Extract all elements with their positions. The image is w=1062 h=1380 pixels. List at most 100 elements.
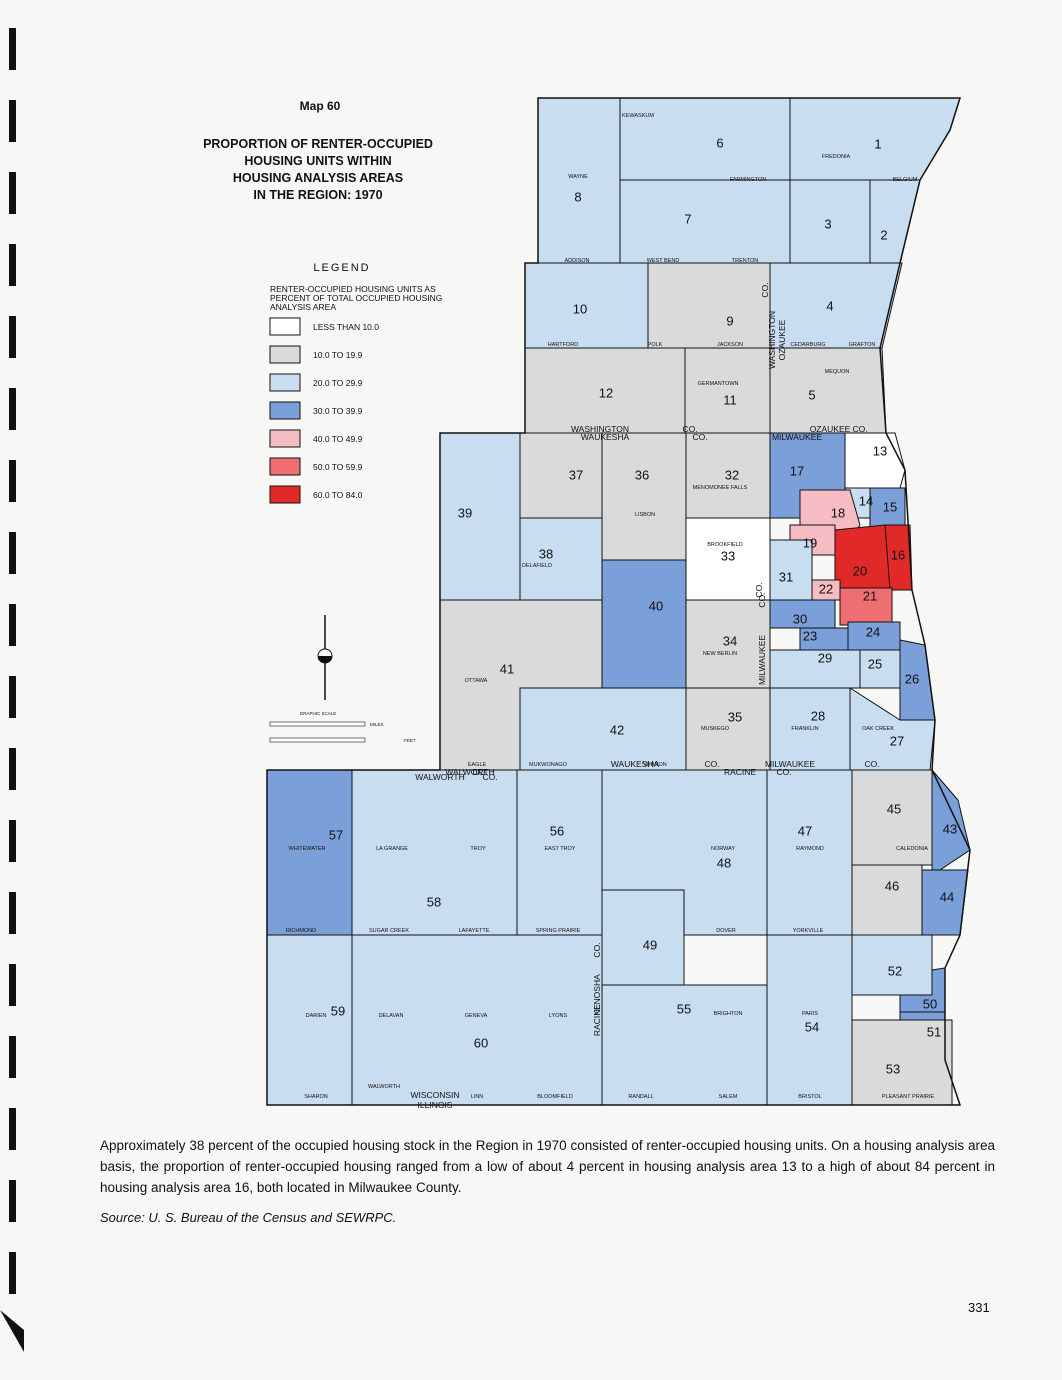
area-label: 45 — [887, 801, 901, 816]
area-label: 11 — [723, 392, 737, 407]
county-label: WISCONSIN — [410, 1090, 459, 1100]
place-name: WAYNE — [568, 174, 588, 180]
area-label: 2 — [880, 227, 887, 242]
area-label: 24 — [866, 624, 880, 639]
legend-swatch — [269, 429, 301, 448]
place-name: PARIS — [802, 1011, 818, 1017]
place-name: NEW BERLIN — [703, 651, 737, 657]
area-label: 14 — [859, 493, 873, 508]
area-label: 30 — [793, 611, 807, 626]
county-label: WAUKESHA — [611, 759, 660, 769]
area-label: 44 — [940, 889, 954, 904]
place-name: RANDALL — [628, 1094, 653, 1100]
place-name: DELAFIELD — [522, 563, 552, 569]
area-label: 59 — [331, 1003, 345, 1018]
place-name: BROOKFIELD — [707, 542, 742, 548]
legend-label: 50.0 TO 59.9 — [313, 462, 363, 472]
binder-hole — [9, 316, 16, 358]
area-label: 38 — [539, 546, 553, 561]
analysis-area — [931, 768, 971, 871]
place-name: DELAVAN — [379, 1013, 404, 1019]
place-name: WALWORTH — [368, 1084, 400, 1090]
binder-hole — [9, 244, 16, 286]
place-name: FRANKLIN — [791, 726, 818, 732]
area-label: 53 — [886, 1061, 900, 1076]
county-label: CO. — [864, 759, 879, 769]
area-label: 21 — [863, 588, 877, 603]
place-names: KEWASKUM WAYNE FARMINGTON FREDONIA BELGIUM AD… — [286, 113, 935, 1100]
area-label: 3 — [824, 216, 831, 231]
binder-hole — [9, 532, 16, 574]
place-name: WEST BEND — [647, 258, 680, 264]
place-name: CALEDONIA — [896, 846, 928, 852]
place-name: MUSKEGO — [701, 726, 730, 732]
analysis-area — [647, 262, 771, 349]
place-name: WHITEWATER — [289, 846, 326, 852]
area-label: 58 — [427, 894, 441, 909]
page-number: 331 — [968, 1300, 990, 1315]
binder-hole — [9, 748, 16, 790]
place-name: LYONS — [549, 1013, 568, 1019]
county-label: CO. — [760, 282, 770, 297]
analysis-area — [766, 769, 853, 936]
analysis-area — [519, 432, 603, 519]
place-name: LA GRANGE — [376, 846, 408, 852]
analysis-area — [851, 864, 923, 936]
place-name: BELGIUM — [893, 177, 918, 183]
place-name: RICHMOND — [286, 928, 316, 934]
area-label: 28 — [811, 708, 825, 723]
scale-title: GRAPHIC SCALE — [300, 711, 337, 716]
region-outline — [266, 97, 971, 1106]
area-label: 47 — [798, 823, 812, 838]
scale-bar — [269, 721, 366, 743]
analysis-area — [537, 97, 621, 264]
area-label: 19 — [803, 535, 817, 550]
analysis-area — [844, 432, 906, 489]
county-label: MILWAUKEE — [757, 635, 767, 685]
place-name: CEDARBURG — [790, 342, 825, 348]
area-label: 60 — [474, 1035, 488, 1050]
map-title: HOUSING ANALYSIS AREAS — [233, 171, 403, 185]
area-label: 15 — [883, 499, 897, 514]
place-name: DOVER — [716, 928, 736, 934]
place-name: RAYMOND — [796, 846, 824, 852]
area-label: 20 — [853, 563, 867, 578]
place-name: NORWAY — [711, 846, 735, 852]
binder-hole — [9, 820, 16, 862]
binder-hole — [9, 892, 16, 934]
binder-hole — [9, 1180, 16, 1222]
place-name: HARTFORD — [548, 342, 578, 348]
place-name: DARIEN — [306, 1013, 327, 1019]
binder-hole — [9, 676, 16, 718]
analysis-area — [351, 934, 603, 1106]
analysis-area — [769, 649, 861, 689]
area-label: 26 — [905, 671, 919, 686]
county-label: CO. — [692, 432, 707, 442]
north-arrow — [317, 615, 333, 700]
source: Source: U. S. Bureau of the Census and S… — [100, 1210, 397, 1225]
county-label: CO. — [852, 424, 867, 434]
place-name: LINN — [471, 1094, 484, 1100]
area-label: 18 — [831, 505, 845, 520]
analysis-area — [266, 769, 353, 936]
area-label: 35 — [728, 709, 742, 724]
place-name: SPRING PRAIRIE — [536, 928, 581, 934]
analysis-area — [619, 97, 791, 181]
county-label: WASHINGTON — [571, 424, 629, 434]
area-label: 52 — [888, 963, 902, 978]
county-label: WALWORTH — [415, 772, 464, 782]
legend-label: 10.0 TO 19.9 — [313, 350, 363, 360]
analysis-area — [351, 769, 518, 936]
area-label: 29 — [818, 650, 832, 665]
area-label: 1 — [874, 136, 881, 151]
analysis-area — [869, 179, 921, 264]
analysis-area — [601, 432, 687, 561]
area-label: 56 — [550, 823, 564, 838]
legend-swatch — [269, 401, 301, 420]
legend-label: LESS THAN 10.0 — [313, 322, 379, 332]
county-label: OZAUKEE — [810, 424, 851, 434]
scale-label: MILES — [370, 722, 384, 727]
place-name: GERMANTOWN — [698, 381, 739, 387]
place-name: YORKVILLE — [793, 928, 824, 934]
